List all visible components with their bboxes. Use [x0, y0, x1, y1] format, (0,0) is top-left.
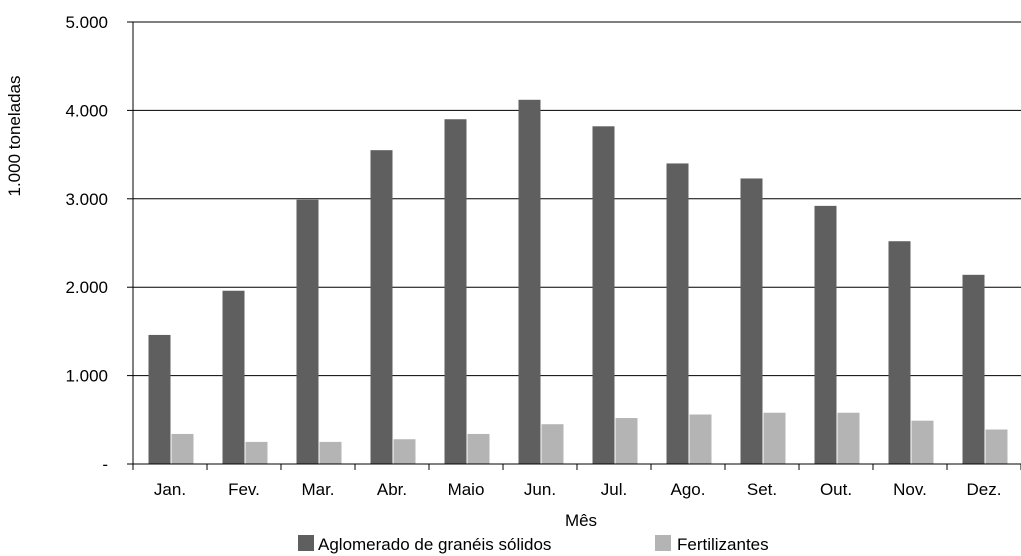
gridlines [133, 21, 1021, 377]
bar-aglomerado [518, 99, 541, 465]
x-tick-label: Nov. [893, 480, 927, 499]
legend-swatch [298, 535, 314, 551]
bar-fertilizantes [467, 433, 490, 464]
x-axis-title: Mês [565, 511, 597, 530]
bar-fertilizantes [171, 433, 194, 464]
bar-aglomerado [296, 199, 319, 464]
bar-aglomerado [370, 150, 393, 464]
legend: Aglomerado de granéis sólidos Fertilizant… [298, 535, 769, 554]
bar-aglomerado [962, 274, 985, 464]
bars [148, 99, 1008, 465]
x-tick-label: Set. [747, 480, 777, 499]
bar-aglomerado [814, 205, 837, 464]
x-tick-label: Mar. [301, 480, 334, 499]
legend-label: Fertilizantes [677, 535, 769, 554]
x-tick-label: Jun. [524, 480, 556, 499]
bar-fertilizantes [689, 414, 712, 464]
axes [127, 21, 1021, 470]
y-tick-label: - [102, 455, 108, 474]
bar-aglomerado [148, 334, 171, 464]
x-tick-label: Out. [820, 480, 852, 499]
legend-swatch [655, 535, 671, 551]
y-tick-label: 4.000 [65, 101, 108, 120]
bar-fertilizantes [837, 412, 860, 464]
bar-aglomerado [666, 163, 689, 464]
x-tick-label: Fev. [228, 480, 260, 499]
x-tick-label: Jan. [154, 480, 186, 499]
bar-fertilizantes [245, 441, 268, 464]
bar-fertilizantes [319, 441, 342, 464]
y-axis-title: 1.000 toneladas [5, 76, 24, 197]
y-tick-label: 5.000 [65, 13, 108, 32]
bar-fertilizantes [763, 412, 786, 464]
x-tick-labels: Jan. Fev. Mar. Abr. Maio Jun. Jul. Ago. Set. Out.… [154, 480, 1002, 499]
x-tick-label: Abr. [377, 480, 407, 499]
bar-fertilizantes [393, 439, 416, 464]
bar-aglomerado [222, 290, 245, 464]
bar-fertilizantes [541, 424, 564, 464]
y-tick-label: 2.000 [65, 278, 108, 297]
bar-fertilizantes [911, 420, 934, 464]
bar-aglomerado [740, 178, 763, 464]
x-tick-label: Dez. [967, 480, 1002, 499]
bar-aglomerado [444, 119, 467, 465]
x-tick-label: Jul. [601, 480, 627, 499]
x-tick-label: Maio [448, 480, 485, 499]
bar-fertilizantes [985, 429, 1008, 464]
bar-aglomerado [592, 126, 615, 464]
x-tick-label: Ago. [671, 480, 706, 499]
y-tick-labels: - 1.000 2.000 3.000 4.000 5.000 [65, 13, 108, 474]
y-tick-label: 3.000 [65, 190, 108, 209]
bar-fertilizantes [615, 418, 638, 464]
bar-aglomerado [888, 241, 911, 464]
y-tick-label: 1.000 [65, 367, 108, 386]
legend-label: Aglomerado de granéis sólidos [318, 535, 551, 554]
